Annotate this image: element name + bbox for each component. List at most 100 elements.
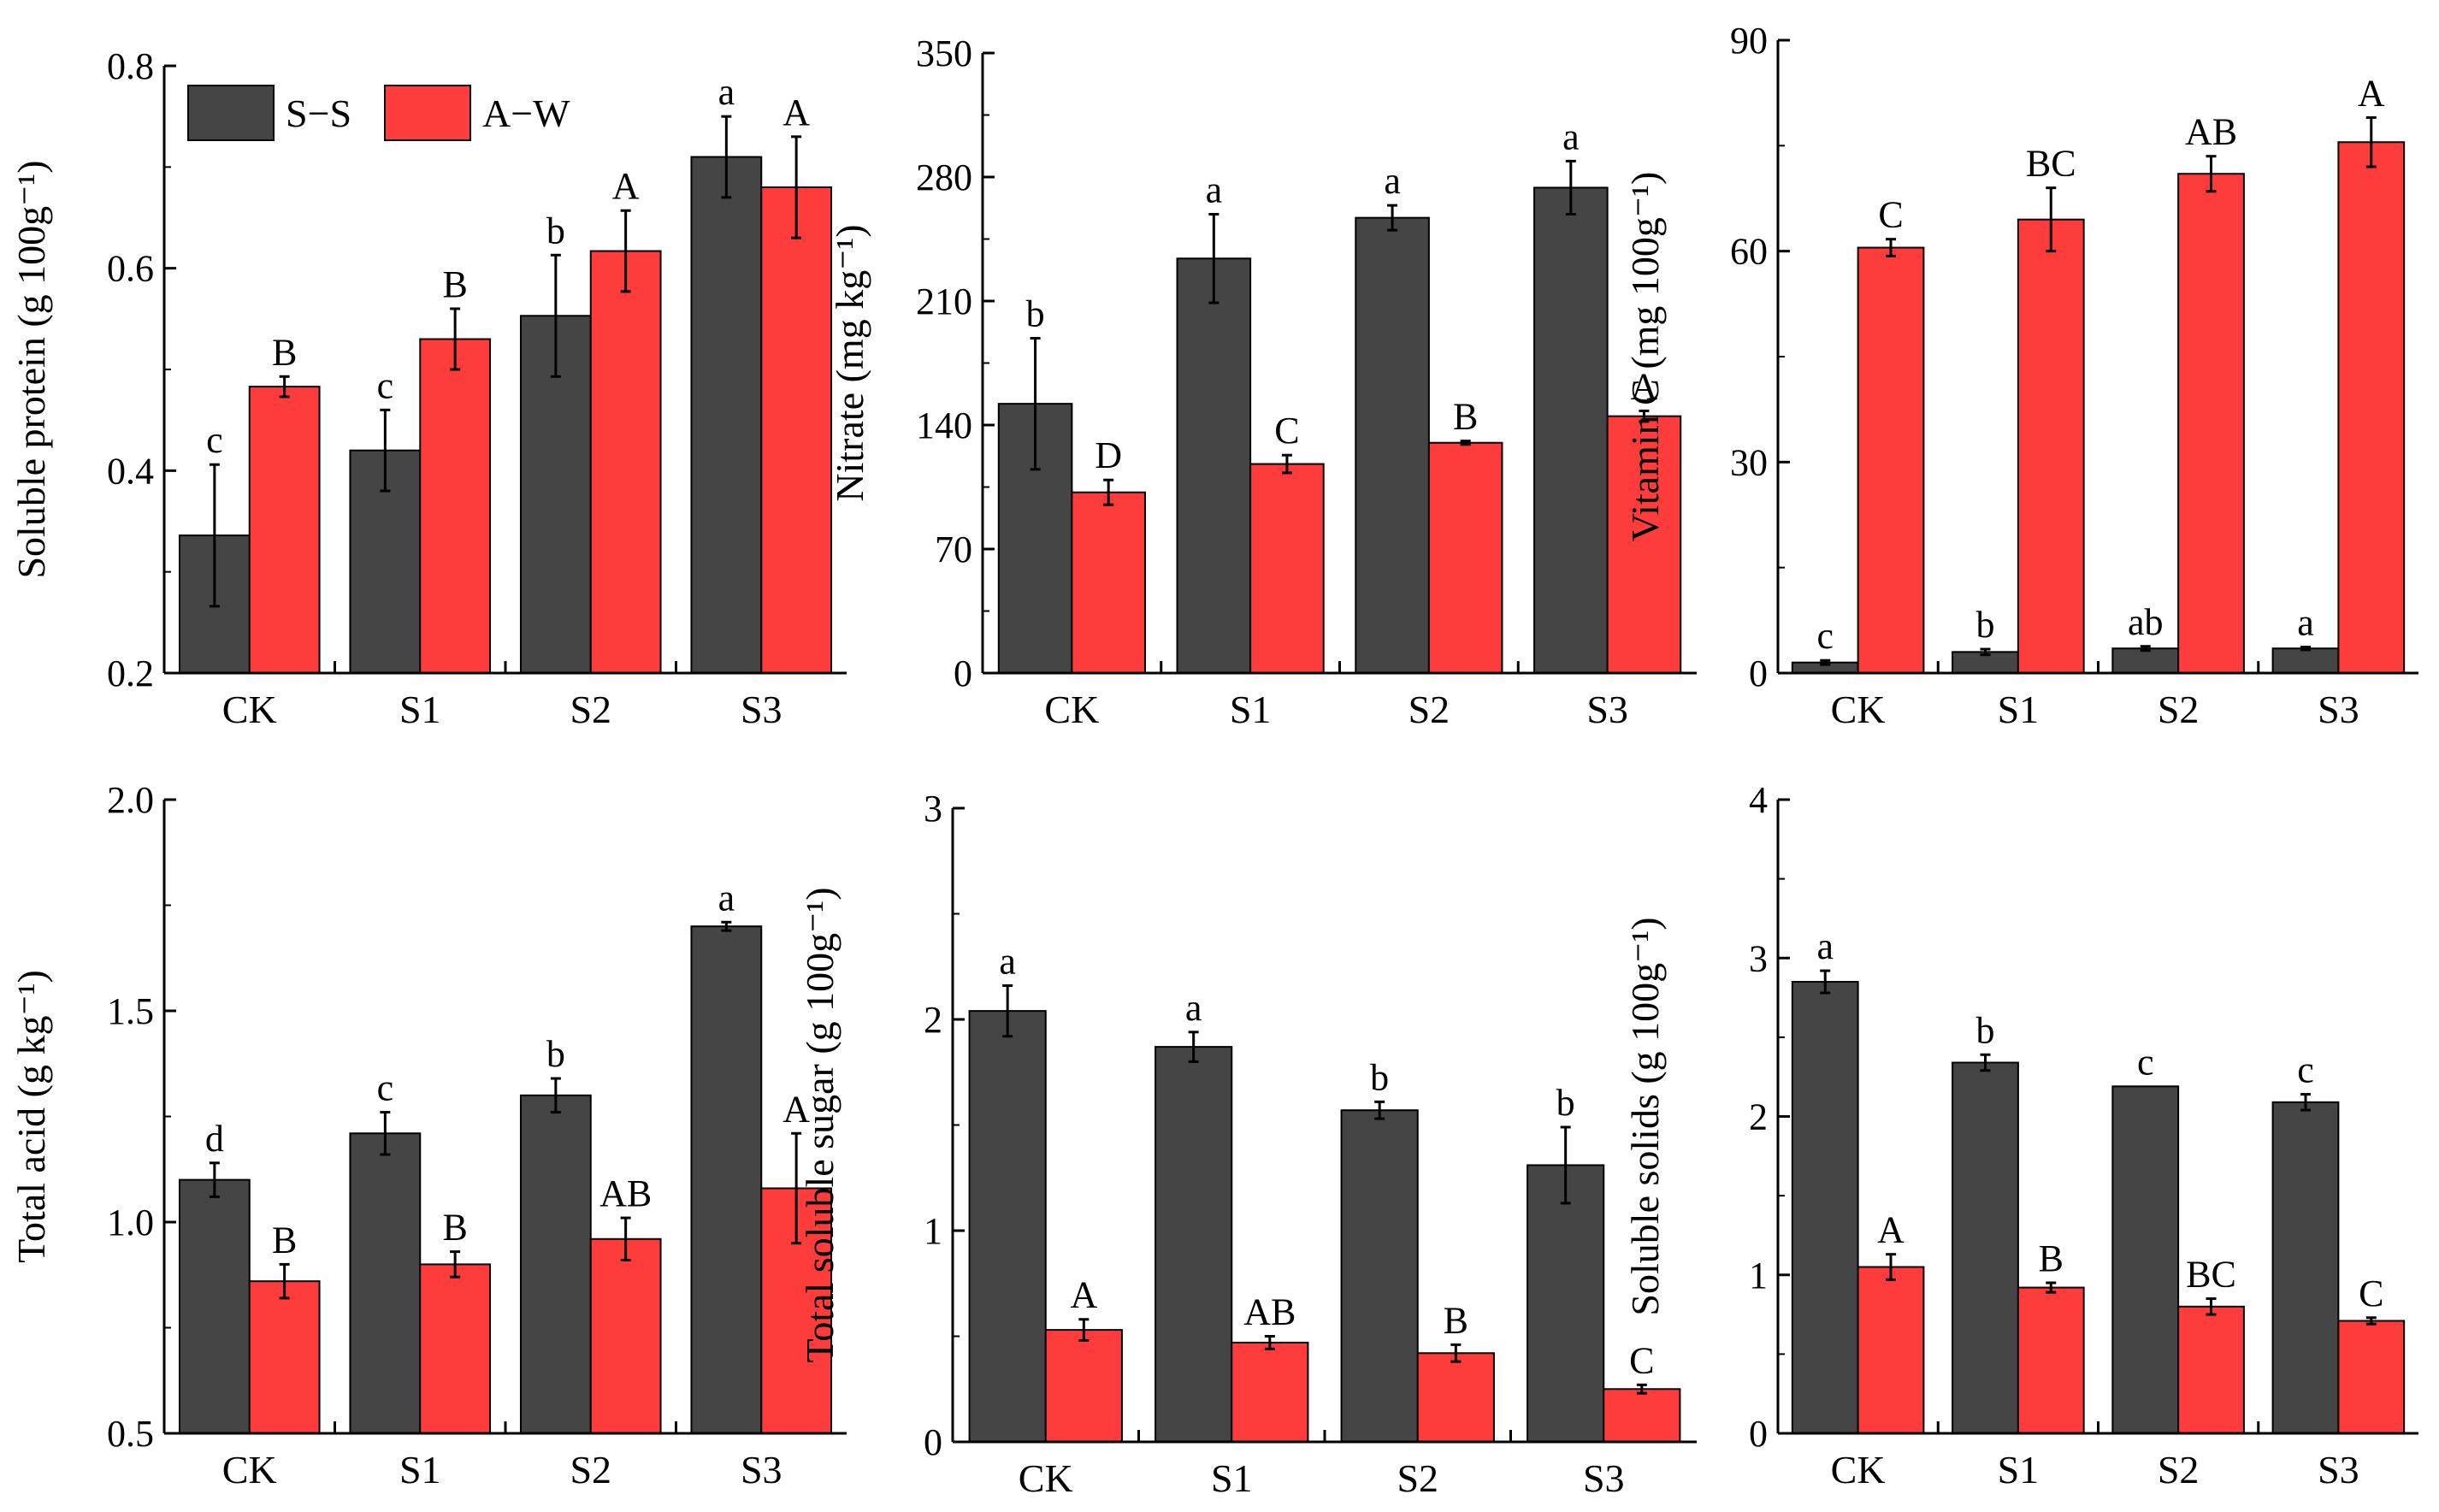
significance-label: B [272,331,297,373]
bar-ss-s1 [1952,1061,2019,1434]
error-bar [1002,983,1013,1038]
x-category-label: S3 [2318,688,2359,731]
bar-aw-s1 [2017,218,2085,674]
error-bar [1281,453,1292,475]
chart-total-acid: d c b a B B AB A 0.5 1.0 1.5 2.0 CK S1 S2 S3 Total acid … [9,779,847,1491]
y-tick-label: 1 [1749,1255,1768,1296]
significance-label: B [1444,1299,1468,1341]
error-bar [209,1161,220,1198]
bar-aw-s2 [589,250,662,674]
significance-label: c [2137,1041,2154,1083]
significance-label: b [1370,1056,1389,1098]
error-bar [2046,186,2057,253]
significance-label: b [1975,604,1994,646]
bar-ss-s3 [1533,186,1609,674]
y-tick-label: 2 [924,999,942,1041]
significance-label: A [1877,1209,1905,1251]
error-bar [2365,1316,2377,1326]
significance-label: C [1629,1339,1654,1381]
error-bar [2140,645,2151,653]
y-tick-label: 2.0 [107,779,154,821]
bar-aw-s1 [2017,1286,2085,1434]
error-bar [279,375,290,399]
bar-aw-ck [1071,491,1146,675]
significance-label: a [718,71,735,113]
significance-label: A [782,92,810,133]
bar-aw-ck [1857,1266,1925,1435]
error-bar [721,115,732,199]
x-category-label: S3 [741,688,782,731]
significance-label: a [1384,160,1401,202]
significance-label: B [442,263,467,305]
y-tick-label: 0.8 [107,45,154,87]
bar-ss-ck [178,1178,251,1434]
y-tick-label: 70 [935,529,972,570]
error-bar [1820,969,1831,995]
bar-aw-s1 [1249,463,1325,674]
bar-ss-s2 [2111,647,2180,675]
error-bar [1387,204,1398,232]
error-bar [1374,1100,1385,1120]
y-tick-label: 0.6 [107,248,154,290]
error-bar [1460,440,1471,446]
x-category-label: CK [222,1448,277,1491]
bar-aw-ck [1044,1329,1123,1443]
error-bar [550,253,561,378]
bar-aw-s1 [1231,1341,1309,1444]
x-category-label: S2 [1408,688,1450,731]
chart-vitamin-c: c b ab a C BC AB A 0 30 60 90 CK S1 S2 S3 Vitamin C (mg … [1623,20,2418,731]
bar-ss-ck [1791,981,1859,1434]
significance-label: C [2359,1273,2383,1314]
bar-aw-ck [248,1280,321,1435]
y-tick-label: 4 [1749,779,1768,821]
error-bar [450,307,461,371]
bar-ss-s2 [519,1094,592,1435]
significance-label: A [612,165,640,207]
bar-ss-s2 [2111,1085,2180,1434]
error-bar [1636,1383,1647,1395]
bar-ss-s3 [2271,1101,2340,1434]
y-tick-label: 0.2 [107,653,154,694]
error-bar [791,135,802,239]
bar-ss-ck [968,1010,1047,1443]
x-category-label: S2 [2158,688,2200,731]
significance-label: b [546,210,565,251]
bar-ss-s1 [1176,257,1252,674]
y-tick-label: 0.4 [107,450,154,492]
y-tick-label: 0 [924,1421,942,1463]
y-tick-label: 0 [1749,653,1768,694]
x-category-label: S3 [2318,1448,2359,1491]
bar-aw-s2 [2177,1305,2245,1435]
bar-ss-s1 [349,1132,422,1434]
x-category-label: S3 [1586,688,1628,731]
error-bar [721,920,732,932]
significance-label: ab [2128,601,2164,643]
x-category-label: S1 [1211,1456,1253,1500]
error-bar [1820,659,1831,666]
y-tick-label: 0 [1749,1413,1768,1455]
error-bar [550,1077,561,1114]
error-bar [1980,1053,1991,1072]
y-tick-label: 280 [916,157,972,198]
chart-total-soluble-sugar: a a b b A AB B C 0 1 2 3 CK S1 S2 S3 Total soluble sugar… [798,788,1697,1500]
significance-label: a [1206,169,1223,211]
x-category-label: S2 [570,1448,611,1491]
legend-label-aw: A−W [482,92,570,135]
bar-ss-s2 [1340,1109,1419,1443]
x-category-label: CK [1831,1448,1886,1491]
legend-label-ss: S−S [286,92,351,135]
x-category-label: S1 [399,1448,441,1491]
significance-label: b [1975,1009,1994,1051]
significance-label: AB [2185,111,2237,153]
bar-ss-s3 [690,925,763,1434]
x-category-label: S1 [1230,688,1272,731]
bar-aw-s2 [589,1237,662,1435]
y-tick-label: 0 [954,653,972,694]
significance-label: b [1026,293,1045,335]
bar-ss-s3 [1527,1164,1605,1444]
bar-aw-ck [1857,246,1925,674]
error-bar [2046,1281,2057,1294]
significance-label: a [2297,602,2314,644]
bar-ss-s2 [1355,216,1430,674]
